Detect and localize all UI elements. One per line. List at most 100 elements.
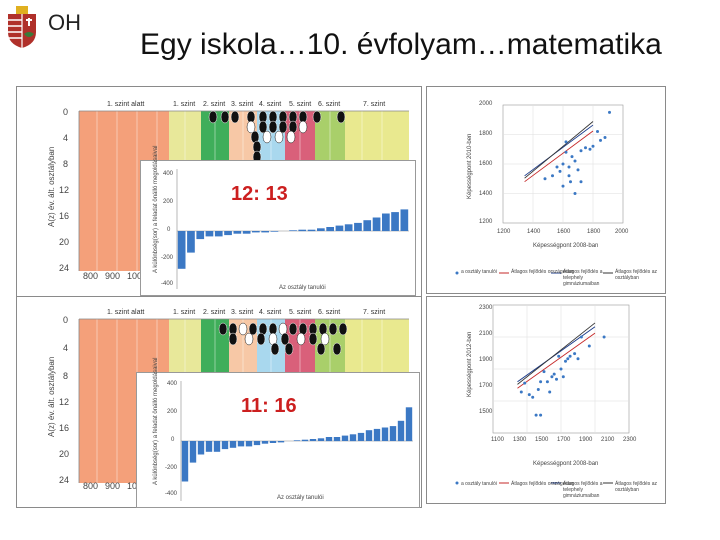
class-count: 12: 13	[231, 183, 288, 205]
level-label-0: 1. szint alatt	[107, 309, 145, 316]
student-point	[550, 375, 554, 379]
difference-bar	[237, 441, 245, 447]
student-point	[539, 413, 543, 417]
y-tick: 1800	[479, 131, 493, 137]
level-label-2: 2. szint	[203, 101, 226, 108]
difference-bar	[196, 231, 205, 240]
student-point	[573, 159, 577, 163]
legend-marker	[455, 271, 459, 275]
difference-bar	[365, 430, 373, 441]
y-tick: 2300	[479, 305, 493, 311]
student-point	[570, 155, 574, 159]
x-axis-label: Képességpont 2008-ban	[533, 461, 599, 467]
x-tick: 2300	[623, 437, 637, 443]
y-tick: 4	[63, 133, 69, 143]
x-tick: 2100	[601, 437, 615, 443]
student-point	[534, 413, 538, 417]
difference-bar	[197, 441, 205, 455]
y-tick: 0	[63, 315, 69, 325]
student-point	[573, 352, 577, 356]
difference-bar	[372, 217, 381, 231]
bottom-difference-chart: 400 200 0 -200 -400 A különbség(sor) a f…	[136, 358, 420, 508]
difference-bar	[269, 441, 277, 443]
trend-class	[524, 121, 594, 179]
level-label-4: 4. szint	[259, 101, 282, 108]
x-tick: 1400	[527, 229, 541, 235]
y-tick: 4	[63, 343, 69, 353]
y-tick: 1400	[479, 191, 493, 197]
y-tick: 20	[59, 237, 70, 247]
student-point	[557, 354, 561, 358]
student-point	[576, 168, 580, 172]
top-difference-bars	[176, 169, 409, 289]
level-label-7: 7. szint	[363, 309, 386, 316]
difference-bar	[341, 435, 349, 441]
y-axis-label: A(z) év. ált. osztályban	[47, 146, 56, 227]
difference-bar	[391, 212, 399, 231]
difference-bar	[261, 441, 269, 444]
level-label-6: 6. szint	[318, 309, 341, 316]
trend-class	[517, 322, 596, 385]
difference-bar	[187, 231, 195, 253]
difference-bar	[317, 228, 325, 231]
y-tick: 2100	[479, 331, 493, 337]
level-label-4: 4. szint	[259, 309, 282, 316]
difference-bar	[261, 231, 269, 233]
student-point	[608, 110, 611, 114]
difference-bar	[389, 426, 397, 441]
legend-item: Átlagos fejlődés országosan	[511, 481, 574, 487]
y-tick: 24	[59, 475, 70, 485]
bottom-difference-bars	[180, 381, 413, 501]
y-tick: 2000	[479, 101, 493, 107]
student-dots	[208, 110, 346, 164]
student-point	[555, 377, 558, 381]
y-tick: 1600	[479, 161, 493, 167]
difference-bar	[326, 227, 334, 232]
level-label-5: 5. szint	[289, 309, 312, 316]
student-point	[558, 169, 562, 173]
difference-bar	[213, 441, 221, 452]
student-point	[519, 390, 523, 394]
mini-y-tick: -400	[161, 281, 174, 287]
difference-bar	[354, 222, 362, 231]
student-point	[523, 381, 527, 385]
legend-item: a osztály tanulói	[461, 481, 497, 487]
difference-bar	[205, 231, 214, 237]
student-point	[579, 149, 583, 153]
x-axis-label: Képességpont 2008-ban	[533, 243, 599, 249]
difference-bar	[253, 441, 261, 446]
difference-bar	[333, 437, 341, 442]
trend-gymnasium	[517, 326, 596, 383]
y-tick: 24	[59, 263, 70, 273]
student-point	[599, 138, 602, 142]
class-count: 11: 16	[241, 395, 297, 417]
student-point	[596, 130, 599, 133]
y-tick: 8	[63, 371, 69, 381]
y-axis-label: A(z) év. ált. osztályban	[47, 356, 56, 437]
student-point	[587, 344, 591, 348]
student-point	[603, 136, 607, 139]
difference-bar	[309, 439, 317, 441]
mini-y-tick: 200	[163, 199, 174, 205]
mini-x-label: Az osztály tanulói	[279, 285, 326, 291]
difference-bar	[242, 231, 251, 234]
x-tick: 1000	[127, 271, 148, 281]
difference-bar	[245, 441, 253, 447]
difference-bar	[335, 225, 344, 231]
legend-item: Átlagos fejlődés a telephely gimnáziumai…	[563, 269, 603, 287]
y-tick: 0	[63, 107, 69, 117]
student-point	[527, 393, 531, 397]
student-point	[561, 184, 565, 188]
level-label-5: 5. szint	[289, 101, 312, 108]
student-point	[568, 354, 572, 358]
student-point	[551, 174, 554, 178]
student-point	[579, 335, 583, 339]
x-tick: 1300	[513, 437, 527, 443]
y-tick: 1200	[479, 219, 493, 225]
student-point	[584, 146, 587, 150]
difference-bar	[301, 439, 309, 442]
trend-national	[517, 332, 596, 389]
difference-bar	[221, 441, 229, 450]
bottom-scatter-panel: 2300 2100 1900 1700 1500 Képességpont 20…	[426, 296, 666, 504]
student-point	[542, 370, 546, 374]
